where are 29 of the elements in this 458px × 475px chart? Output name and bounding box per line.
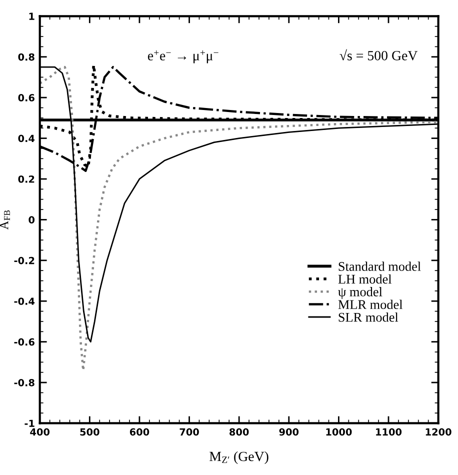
x-tick-label: 400	[30, 428, 50, 436]
legend-label: SLR model	[338, 312, 398, 322]
y-tick-label: -0.2	[14, 256, 34, 264]
annotation: √s = 500 GeV	[340, 49, 418, 60]
x-tick-label: 500	[80, 428, 100, 436]
y-tick-label: -1	[24, 420, 34, 427]
x-axis-title: M$_{Z′}$ (GeV)	[210, 451, 268, 464]
legend-label: ψ model	[338, 287, 382, 300]
x-tick-label: 1000	[326, 428, 352, 436]
y-tick-label: 0.2	[18, 175, 34, 183]
x-tick-label: 600	[130, 428, 150, 436]
y-tick-label: -0.8	[14, 378, 34, 386]
annotation: e$^{+}$e$^{−}$ → μ$^{+}$μ$^{−}$	[148, 50, 218, 64]
x-tick-label: 1200	[426, 428, 452, 436]
x-tick-label: 800	[230, 428, 249, 436]
y-tick-label: 0.4	[18, 134, 35, 142]
x-tick-label: 1100	[376, 428, 402, 436]
y-axis-title: A$_{FB}$	[0, 210, 10, 230]
x-tick-label: 700	[180, 428, 199, 436]
y-tick-label: -0.6	[14, 338, 34, 346]
y-tick-label: -0.4	[14, 298, 35, 305]
y-tick-label: 1	[29, 12, 34, 20]
legend-label: MLR model	[338, 300, 403, 310]
legend-label: LH model	[338, 274, 392, 284]
y-tick-label: 0	[28, 216, 35, 224]
legend-label: Standard model	[338, 262, 421, 271]
x-tick-label: 900	[279, 428, 299, 436]
y-tick-label: 0.8	[18, 53, 34, 61]
y-tick-label: 0.6	[18, 94, 34, 102]
